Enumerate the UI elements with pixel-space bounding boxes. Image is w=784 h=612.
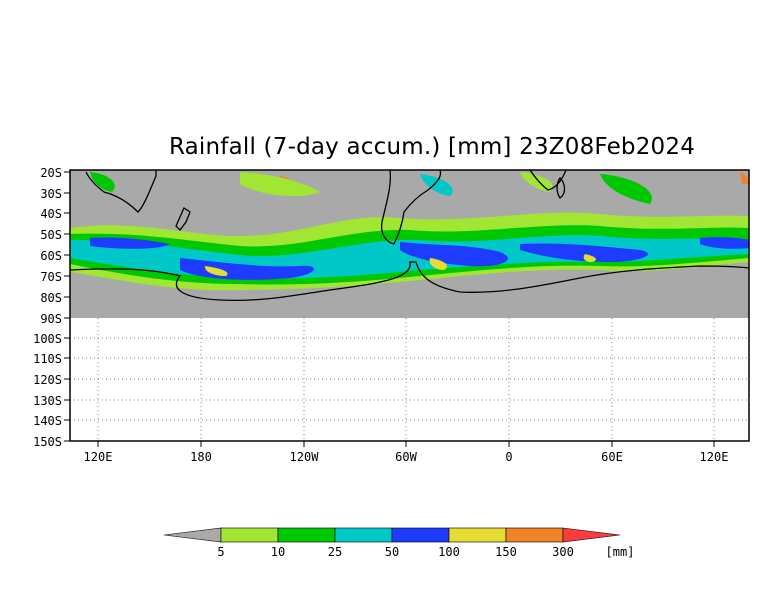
legend-bin: [334, 527, 393, 543]
legend-bin: [505, 527, 564, 543]
lon-ticks: [97, 441, 715, 447]
lat-label: 40S: [40, 207, 62, 221]
lat-label: 80S: [40, 291, 62, 305]
lat-label: 120S: [33, 373, 62, 387]
legend-unit: [mm]: [606, 545, 635, 559]
lat-label: 50S: [40, 228, 62, 242]
lat-label: 110S: [33, 352, 62, 366]
legend-threshold: 300: [552, 545, 574, 559]
legend-bin: [220, 527, 279, 543]
map-title: Rainfall (7-day accum.) [mm] 23Z08Feb202…: [168, 134, 696, 160]
lat-labels: 20S 30S 40S 50S 60S 70S 80S 90S 100S 110…: [33, 166, 62, 449]
legend-bin: [277, 527, 336, 543]
map-frame: [69, 169, 750, 442]
lat-label: 150S: [33, 435, 62, 449]
legend-bin: [391, 527, 450, 543]
legend-threshold: 100: [438, 545, 460, 559]
rainfall-field: [70, 172, 749, 291]
legend-above-triangle: [562, 527, 621, 543]
lon-label: 120W: [290, 450, 320, 464]
lat-label: 100S: [33, 332, 62, 346]
lat-label: 140S: [33, 414, 62, 428]
lat-label: 60S: [40, 249, 62, 263]
lon-labels: 120E 180 120W 60W 0 60E 120E: [84, 450, 729, 464]
color-legend: 5 10 25 50 100 150 300 [mm]: [163, 527, 635, 559]
legend-threshold: 10: [271, 545, 285, 559]
legend-threshold: 150: [495, 545, 517, 559]
coastlines: [70, 170, 749, 302]
lat-label: 30S: [40, 187, 62, 201]
lon-label: 120E: [700, 450, 729, 464]
lat-label: 70S: [40, 270, 62, 284]
legend-threshold: 50: [385, 545, 399, 559]
legend-below-triangle: [163, 527, 222, 543]
lon-label: 60E: [601, 450, 623, 464]
legend-bin: [448, 527, 507, 543]
legend-threshold: 25: [328, 545, 342, 559]
graticule: [70, 318, 749, 441]
lon-label: 120E: [84, 450, 113, 464]
lon-label: 180: [190, 450, 212, 464]
lon-label: 0: [505, 450, 512, 464]
legend-threshold: 5: [217, 545, 224, 559]
lat-label: 20S: [40, 166, 62, 180]
lon-label: 60W: [395, 450, 417, 464]
lat-ticks: [64, 171, 70, 442]
lat-label: 130S: [33, 394, 62, 408]
lat-label: 90S: [40, 312, 62, 326]
